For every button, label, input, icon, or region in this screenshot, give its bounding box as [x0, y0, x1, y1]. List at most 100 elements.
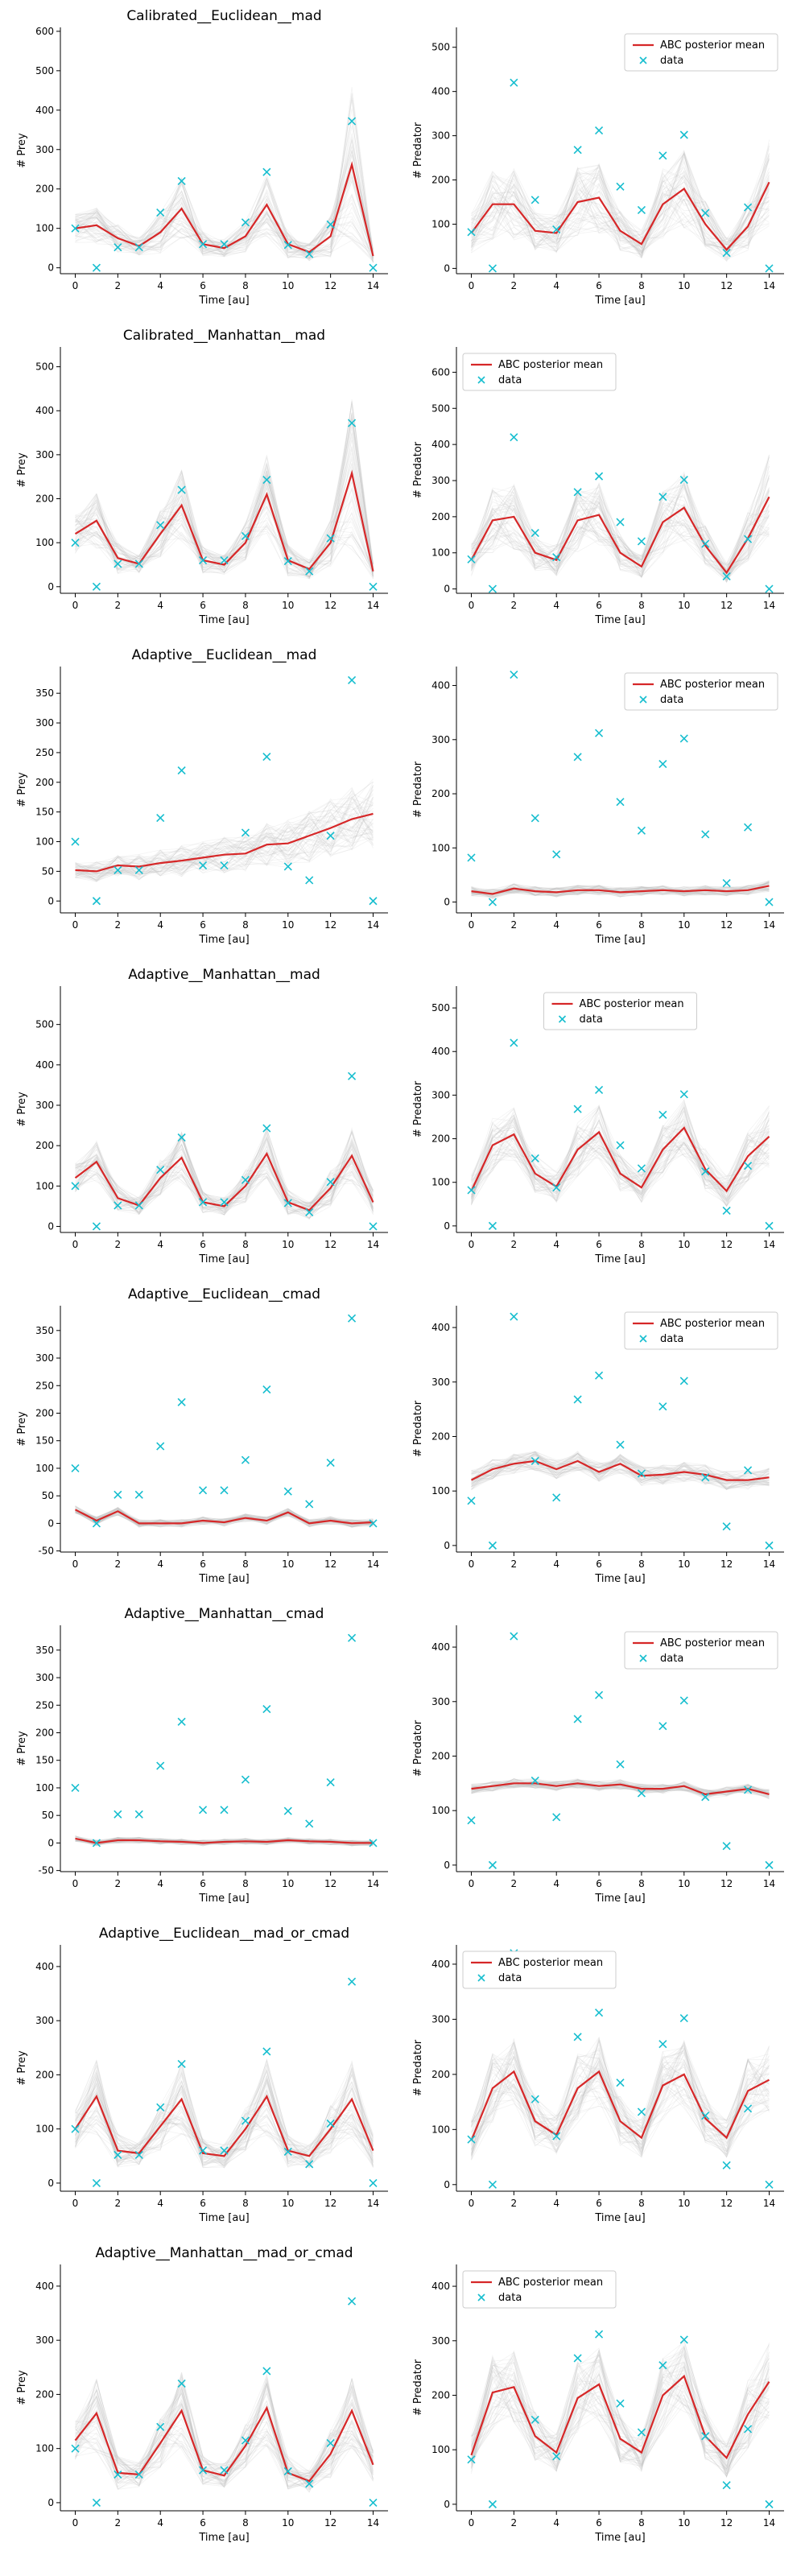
- sample-trajectory: [75, 93, 374, 258]
- sample-trajectory: [471, 885, 770, 898]
- x-tick-label: 14: [763, 2198, 775, 2209]
- sample-trajectory: [75, 173, 374, 261]
- legend-frame: [624, 33, 778, 72]
- sample-trajectory: [75, 2066, 374, 2169]
- data-point: [369, 897, 378, 906]
- posterior-mean-line: [75, 812, 374, 873]
- sample-trajectory: [75, 2419, 374, 2483]
- legend-data-label: data: [498, 2292, 522, 2304]
- posterior-mean-line: [470, 496, 770, 575]
- x-tick-label: 14: [367, 1878, 379, 1889]
- sample-trajectory: [471, 481, 770, 579]
- sample-trajectory: [75, 804, 374, 878]
- sample-trajectory: [75, 2062, 374, 2157]
- y-axis-title: # Prey: [16, 2370, 28, 2405]
- data-point: [701, 1793, 710, 1802]
- posterior-samples: [471, 454, 770, 584]
- sample-trajectory: [471, 1456, 770, 1484]
- sample-trajectory: [471, 497, 770, 575]
- sample-trajectory: [75, 419, 374, 579]
- data-point: [765, 1221, 774, 1230]
- sample-trajectory: [471, 2057, 770, 2149]
- sample-trajectory: [75, 2373, 374, 2485]
- sample-trajectory: [75, 2070, 374, 2167]
- data-point: [658, 493, 667, 502]
- sample-trajectory: [75, 1144, 374, 1216]
- data-point: [348, 1071, 357, 1080]
- x-axis-title: Time [au]: [198, 1253, 249, 1265]
- sample-trajectory: [471, 139, 770, 254]
- sample-trajectory: [75, 813, 374, 881]
- y-axis-title: # Predator: [412, 441, 424, 498]
- sample-trajectory: [75, 811, 374, 882]
- sample-trajectory: [471, 1457, 770, 1489]
- sample-trajectory: [75, 1156, 374, 1216]
- y-axis-title: # Predator: [412, 2359, 424, 2416]
- x-tick-label: 2: [511, 1558, 518, 1570]
- data-point: [616, 518, 625, 526]
- sample-trajectory: [75, 1138, 374, 1220]
- posterior-mean-line: [470, 2374, 770, 2460]
- y-tick-label: 200: [431, 1750, 450, 1761]
- sample-trajectory: [75, 462, 374, 574]
- posterior-samples: [75, 778, 374, 882]
- sample-trajectory: [75, 801, 374, 875]
- sample-trajectory: [75, 1128, 374, 1220]
- x-tick-label: 6: [200, 600, 206, 611]
- data-point: [348, 1633, 357, 1642]
- x-tick-label: 2: [511, 1878, 518, 1889]
- sample-trajectory: [471, 1107, 770, 1202]
- sample-trajectory: [75, 798, 374, 879]
- y-tick-label: 150: [35, 1755, 54, 1766]
- sample-trajectory: [75, 2063, 374, 2162]
- data-point: [134, 1490, 143, 1499]
- sample-trajectory: [471, 2046, 770, 2154]
- sample-trajectory: [471, 2374, 770, 2462]
- x-tick-label: 10: [678, 919, 690, 931]
- sample-trajectory: [471, 457, 770, 576]
- data-point: [220, 1806, 229, 1814]
- sample-trajectory: [75, 1509, 374, 1528]
- y-tick-label: 100: [35, 1180, 54, 1191]
- sample-trajectory: [471, 473, 770, 572]
- sample-trajectory: [75, 801, 374, 876]
- x-tick-label: 0: [469, 280, 475, 291]
- sample-trajectory: [471, 153, 770, 262]
- sample-trajectory: [471, 146, 770, 260]
- sample-trajectory: [471, 1099, 770, 1205]
- sample-trajectory: [471, 2355, 770, 2465]
- sample-trajectory: [471, 2354, 770, 2475]
- sample-trajectory: [471, 160, 770, 258]
- sample-trajectory: [471, 2355, 770, 2475]
- x-tick-label: 6: [596, 919, 602, 931]
- sample-trajectory: [75, 806, 374, 877]
- sample-trajectory: [471, 1108, 770, 1203]
- x-tick-label: 0: [469, 600, 475, 611]
- data-point: [595, 2008, 604, 2017]
- sample-trajectory: [471, 1126, 770, 1196]
- legend-frame: [462, 353, 617, 391]
- y-tick-label: 50: [42, 1490, 54, 1501]
- x-axis-title: Time [au]: [198, 2532, 249, 2544]
- sample-trajectory: [471, 502, 770, 580]
- x-tick-label: 8: [638, 919, 645, 931]
- sample-trajectory: [471, 1115, 770, 1208]
- sample-trajectory: [471, 173, 770, 249]
- data-point: [488, 584, 497, 593]
- panel-title: Adaptive__Euclidean__mad_or_cmad: [99, 1926, 349, 1942]
- sample-trajectory: [75, 2074, 374, 2169]
- y-tick-label: 0: [444, 584, 450, 595]
- x-tick-label: 6: [200, 919, 206, 931]
- x-tick-label: 12: [720, 280, 733, 291]
- sample-trajectory: [471, 151, 770, 252]
- sample-trajectory: [471, 886, 770, 899]
- sample-trajectory: [75, 183, 374, 256]
- sample-trajectory: [471, 153, 770, 258]
- data-point: [305, 2160, 314, 2169]
- y-tick-label: 0: [47, 2178, 54, 2189]
- sample-trajectory: [471, 2359, 770, 2478]
- sample-trajectory: [75, 818, 374, 878]
- sample-trajectory: [75, 2077, 374, 2168]
- data-point: [467, 1816, 476, 1825]
- y-tick-label: 200: [431, 788, 450, 799]
